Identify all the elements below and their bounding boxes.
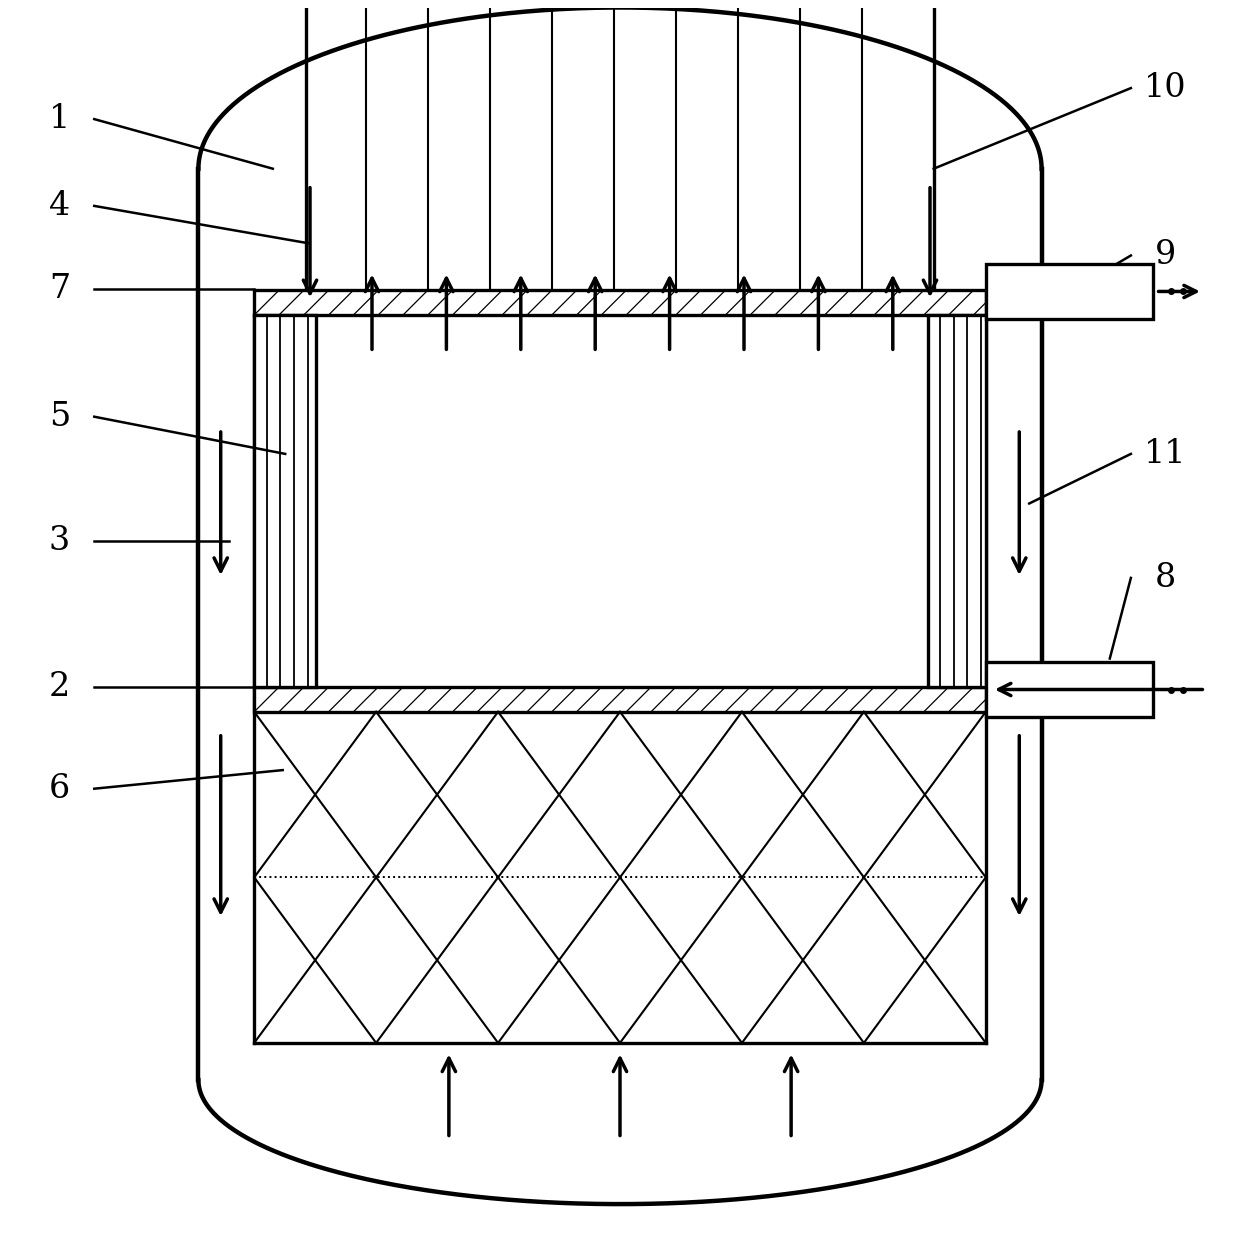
Text: 5: 5 bbox=[48, 400, 71, 433]
Bar bbox=[928, 315, 986, 686]
Text: 8: 8 bbox=[1154, 562, 1177, 594]
Bar bbox=[254, 290, 986, 315]
Text: 3: 3 bbox=[48, 525, 71, 557]
Bar bbox=[986, 663, 1153, 717]
Text: 9: 9 bbox=[1154, 240, 1177, 271]
Bar bbox=[254, 315, 316, 686]
Text: 2: 2 bbox=[48, 671, 71, 703]
Text: 7: 7 bbox=[48, 274, 71, 305]
Text: 6: 6 bbox=[48, 773, 71, 804]
Bar bbox=[986, 265, 1153, 319]
Text: 10: 10 bbox=[1145, 72, 1187, 104]
Text: 1: 1 bbox=[48, 103, 71, 136]
Bar bbox=[254, 686, 986, 712]
Text: 4: 4 bbox=[48, 190, 71, 222]
Text: 11: 11 bbox=[1145, 438, 1187, 469]
